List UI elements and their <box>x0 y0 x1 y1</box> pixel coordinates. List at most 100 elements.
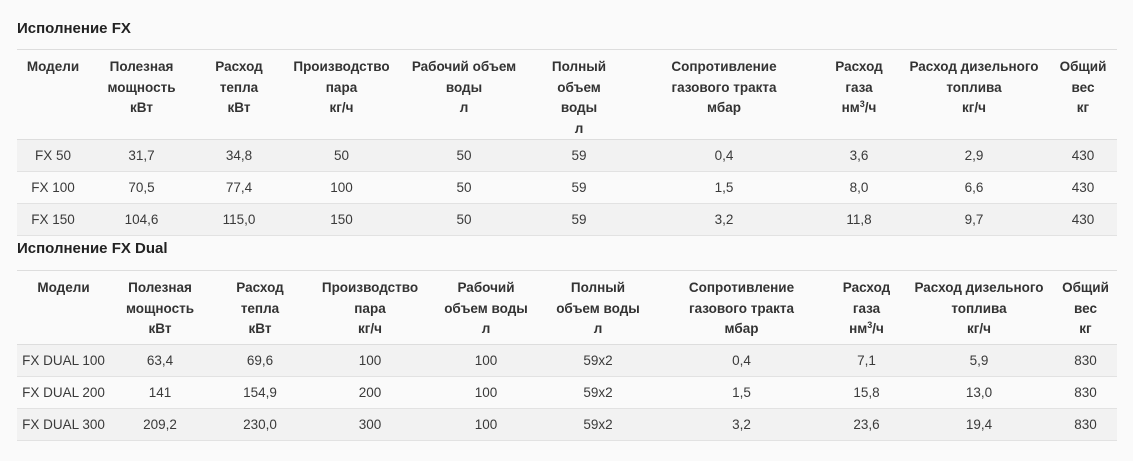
table-cell: 100 <box>284 171 399 204</box>
table-cell: 100 <box>430 376 542 409</box>
column-header-line: Полный объем <box>551 59 607 95</box>
column-header: Расход дизельного топлива кг/ч <box>904 270 1054 345</box>
column-header-line: Общий <box>1059 59 1107 74</box>
table-cell: 3,6 <box>819 139 899 172</box>
table-cell: 59 <box>529 139 629 172</box>
spec-table-fx-dual: Модели Полезная мощность кВт Расход тепла кВт П… <box>17 270 1117 441</box>
table-row: FX DUAL 100 63,4 69,6 100 100 59x2 0,4 7,1 5,9 83… <box>17 344 1117 377</box>
column-header-line: л <box>574 120 584 136</box>
column-header-line: Сопротивление <box>671 59 777 74</box>
column-header-line: кг/ч <box>967 321 991 336</box>
table-cell: 2,9 <box>899 139 1049 172</box>
table-header-row: Модели Полезная мощность кВт Расход тепла кВт П… <box>17 270 1117 345</box>
column-header-line: объем воды <box>444 300 528 316</box>
table-cell: 69,6 <box>210 344 310 377</box>
table-cell: 19,4 <box>904 408 1054 441</box>
column-header: Производство пара кг/ч <box>310 270 430 345</box>
column-header-line: газового тракта <box>671 79 777 95</box>
column-header-line: Рабочий <box>457 280 515 295</box>
table-row: FX DUAL 200 141 154,9 200 100 59x2 1,5 15,8 13,0… <box>17 376 1117 409</box>
table-cell: 430 <box>1049 139 1117 172</box>
column-header-line: тепла <box>219 79 259 95</box>
table-cell: 200 <box>310 376 430 409</box>
column-header-line: вес <box>1071 79 1095 95</box>
column-header-line: Расход <box>835 59 883 74</box>
table-cell: 141 <box>110 376 210 409</box>
column-header: Полный объем воды л <box>542 270 654 345</box>
table-row: FX 100 70,5 77,4 100 50 59 1,5 8,0 6,6 430 <box>17 171 1117 204</box>
column-header-line: кВт <box>227 100 251 115</box>
table-cell: 7,1 <box>829 344 904 377</box>
table-cell: 59x2 <box>542 408 654 441</box>
table-cell: 50 <box>399 139 529 172</box>
column-header: Расход тепла кВт <box>210 270 310 345</box>
column-header: Полезная мощность кВт <box>110 270 210 345</box>
table-cell: 50 <box>399 203 529 236</box>
column-header-line: топлива <box>951 300 1007 316</box>
table-cell: 34,8 <box>194 139 284 172</box>
column-header: Расход газа нм3/ч <box>829 270 904 345</box>
table-cell: 154,9 <box>210 376 310 409</box>
column-header: Рабочий объем воды л <box>430 270 542 345</box>
table-cell: 100 <box>430 408 542 441</box>
column-header-line: Сопротивление <box>688 280 795 295</box>
column-header-line: мощность <box>107 79 176 95</box>
table-cell: 15,8 <box>829 376 904 409</box>
model-name-cell: FX DUAL 200 <box>17 376 110 409</box>
table-cell: 100 <box>310 344 430 377</box>
table-cell: 1,5 <box>654 376 829 409</box>
table-cell: 59x2 <box>542 344 654 377</box>
table-cell: 6,6 <box>899 171 1049 204</box>
table-cell: 115,0 <box>194 203 284 236</box>
column-header-line: объем воды <box>556 300 640 316</box>
column-header-line: вес <box>1074 300 1097 316</box>
model-name-cell: FX 150 <box>17 203 89 236</box>
column-header: Производство пара кг/ч <box>284 49 399 140</box>
column-header-line: пара <box>325 79 358 95</box>
table-cell: 50 <box>284 139 399 172</box>
column-header: Общий вес кг <box>1049 49 1117 140</box>
column-header: Рабочий объем воды л <box>399 49 529 140</box>
column-header-line: Полный <box>570 280 626 295</box>
column-header-line: л <box>593 321 603 336</box>
column-header-line: Общий <box>1062 280 1109 295</box>
column-header-line: л <box>481 321 491 336</box>
column-header-line: газового тракта <box>689 300 794 316</box>
table-row: FX 150 104,6 115,0 150 50 59 3,2 11,8 9,7 430 <box>17 203 1117 236</box>
column-header-line: Расход дизельного <box>909 59 1039 74</box>
column-header-line: Модели <box>26 59 80 74</box>
table-cell: 104,6 <box>89 203 194 236</box>
column-header: Модели <box>17 49 89 140</box>
model-name-cell: FX 100 <box>17 171 89 204</box>
column-header-line: кВт <box>248 321 272 336</box>
spec-table-fx: Модели Полезная мощность кВт Расход тепла кВт П… <box>17 49 1117 236</box>
column-header: Полезная мощность кВт <box>89 49 194 140</box>
table-cell: 230,0 <box>210 408 310 441</box>
table-cell: 13,0 <box>904 376 1054 409</box>
table-cell: 3,2 <box>629 203 819 236</box>
table-cell: 430 <box>1049 171 1117 204</box>
column-header-line: кг <box>1076 100 1090 115</box>
column-header: Модели <box>17 270 110 345</box>
table-cell: 59x2 <box>542 376 654 409</box>
table-cell: 430 <box>1049 203 1117 236</box>
table-cell: 63,4 <box>110 344 210 377</box>
column-header: Общий вес кг <box>1054 270 1117 345</box>
column-header: Расход газа нм3/ч <box>819 49 899 140</box>
column-header-line: нм3/ч <box>841 99 877 116</box>
model-name-cell: FX DUAL 100 <box>17 344 110 377</box>
column-header-line: Полезная <box>128 280 192 295</box>
column-header: Сопротивление газового тракта мбар <box>629 49 819 140</box>
column-header-line: воды <box>445 79 483 95</box>
column-header-line: тепла <box>240 300 280 316</box>
column-header-line: мощность <box>125 300 195 316</box>
table-row: FX DUAL 300 209,2 230,0 300 100 59x2 3,2 23,6 19… <box>17 408 1117 441</box>
column-header-line: Расход <box>842 280 891 295</box>
table-cell: 830 <box>1054 408 1117 441</box>
table-cell: 100 <box>430 344 542 377</box>
table-cell: 150 <box>284 203 399 236</box>
column-header-line: кг/ч <box>962 100 986 115</box>
table-cell: 830 <box>1054 376 1117 409</box>
column-header-line: кг/ч <box>358 321 382 336</box>
table-cell: 77,4 <box>194 171 284 204</box>
